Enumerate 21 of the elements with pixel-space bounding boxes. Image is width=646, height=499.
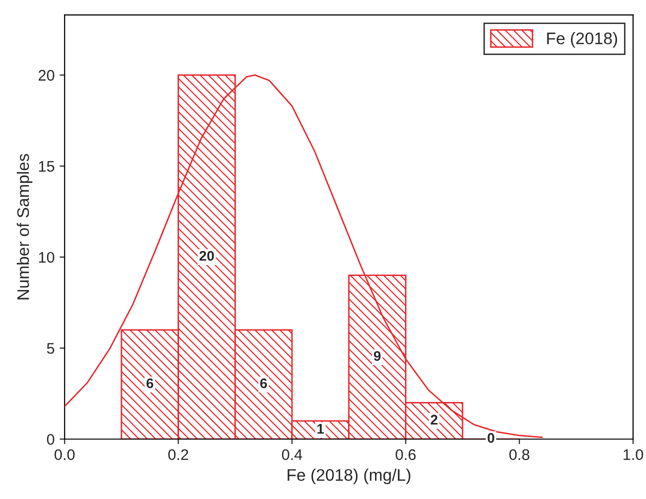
data-label: 2 bbox=[430, 414, 438, 425]
y-tick-label: 15 bbox=[39, 161, 54, 172]
x-tick-label: 0.2 bbox=[168, 449, 188, 460]
x-tick-label: 0.6 bbox=[396, 449, 416, 460]
x-tick-label: 0.4 bbox=[282, 449, 302, 460]
y-tick-label: 20 bbox=[38, 70, 54, 81]
data-label: 20 bbox=[199, 250, 214, 261]
data-label: 0 bbox=[488, 433, 494, 443]
y-tick-label: 0 bbox=[46, 434, 54, 445]
y-tick-label: 10 bbox=[39, 252, 54, 263]
y-tick-label: 5 bbox=[46, 343, 54, 354]
x-axis-title: Fe (2018) (mg/L) bbox=[288, 468, 410, 484]
data-label: 9 bbox=[374, 351, 381, 361]
x-tick-label: 0.8 bbox=[509, 449, 530, 460]
x-tick-label: 0.0 bbox=[54, 449, 75, 460]
x-tick-label: 1.0 bbox=[624, 449, 644, 460]
data-label: 6 bbox=[260, 378, 267, 388]
legend-label: Fe (2018) bbox=[547, 32, 618, 48]
data-label: 1 bbox=[317, 424, 324, 434]
y-axis-title: Number of Samples bbox=[16, 154, 32, 300]
data-label: 6 bbox=[146, 378, 154, 388]
